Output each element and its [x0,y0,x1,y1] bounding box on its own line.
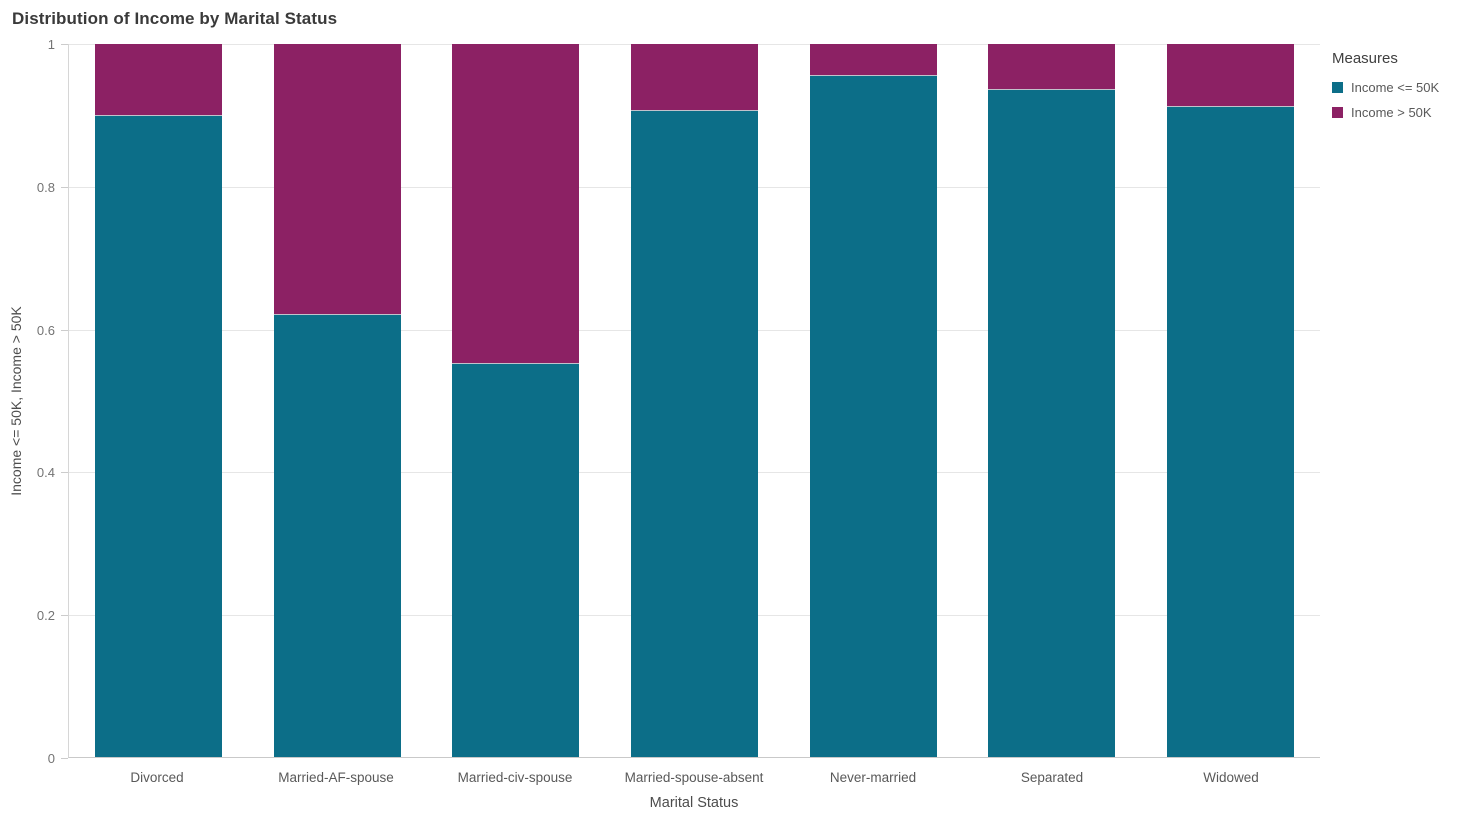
bar-segment-income-le-50k-never-married[interactable] [809,75,937,757]
bar-segment-income-gt-50k-never-married[interactable] [809,44,937,76]
plot-area [68,44,1320,758]
bar-segment-income-le-50k-separated[interactable] [988,88,1116,757]
x-category-label-widowed: Widowed [1203,770,1259,785]
bar-married-af-spouse [273,44,401,757]
y-axis-tick-label: 0.8 [36,180,55,195]
bar-segment-income-gt-50k-widowed[interactable] [1167,44,1295,107]
x-category-label-married-af-spouse: Married-AF-spouse [278,770,394,785]
bar-segment-income-gt-50k-married-civ-spouse[interactable] [452,44,580,363]
y-axis-tick [61,615,68,616]
y-axis-title: Income <= 50K, Income > 50K [8,306,24,496]
y-axis-tick-label: 0.4 [36,465,55,480]
x-category-label-married-civ-spouse: Married-civ-spouse [457,770,573,785]
bar-segment-income-gt-50k-married-spouse-absent[interactable] [630,44,758,110]
y-axis-tick-label: 0.6 [36,323,55,338]
x-category-label-married-spouse-absent: Married-spouse-absent [624,770,764,785]
x-category-label-never-married: Never-married [829,770,917,785]
bar-never-married [809,44,937,757]
y-axis-tick-label: 0 [47,751,55,766]
bar-married-civ-spouse [452,44,580,757]
legend-items: Income <= 50K Income > 50K [1332,80,1462,120]
bar-segment-income-le-50k-widowed[interactable] [1167,106,1295,757]
bar-segment-income-gt-50k-separated[interactable] [988,44,1116,89]
bar-widowed [1167,44,1295,757]
legend-swatch-icon [1332,107,1343,118]
bar-segment-income-le-50k-married-af-spouse[interactable] [273,313,401,757]
y-axis-tick-label: 1 [47,37,55,52]
legend-item-income-50k[interactable]: Income <= 50K [1332,80,1462,95]
x-category-label-divorced: Divorced [130,770,184,785]
y-axis-tick [61,472,68,473]
legend-item-label: Income > 50K [1351,105,1432,120]
legend-item-label: Income <= 50K [1351,80,1440,95]
chart-title: Distribution of Income by Marital Status [12,9,338,28]
y-axis-tick [61,758,68,759]
y-axis-tick [61,330,68,331]
bars-group [69,44,1320,757]
bar-segment-income-gt-50k-divorced[interactable] [94,44,222,116]
y-axis-tick-label: 0.2 [36,608,55,623]
legend: Measures Income <= 50K Income > 50K [1332,50,1462,130]
bar-married-spouse-absent [630,44,758,757]
bar-separated [988,44,1116,757]
x-axis-title: Marital Status [649,795,739,811]
bar-segment-income-le-50k-married-spouse-absent[interactable] [630,109,758,757]
bar-segment-income-gt-50k-married-af-spouse[interactable] [273,44,401,314]
x-category-label-separated: Separated [1020,770,1084,785]
legend-item-income-50k[interactable]: Income > 50K [1332,105,1462,120]
bar-divorced [94,44,222,757]
bar-segment-income-le-50k-married-civ-spouse[interactable] [452,362,580,757]
legend-swatch-icon [1332,82,1343,93]
y-axis-tick [61,44,68,45]
y-axis-tick [61,187,68,188]
bar-segment-income-le-50k-divorced[interactable] [94,115,222,757]
legend-title: Measures [1332,50,1398,67]
